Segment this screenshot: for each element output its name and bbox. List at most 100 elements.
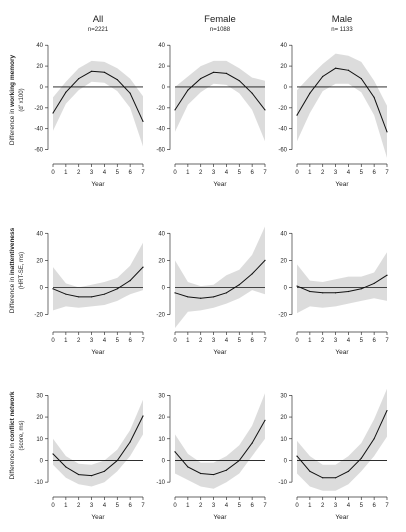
data-point [65, 466, 67, 468]
x-tick-label: 0 [173, 503, 177, 509]
x-tick-label: 2 [77, 170, 81, 176]
x-axis-label: Year [213, 349, 227, 356]
row-ylabel-0: Difference in working memory [9, 55, 16, 146]
column-title-2: Male [332, 14, 353, 25]
x-tick-label: 0 [295, 338, 299, 344]
data-point [334, 67, 337, 69]
data-point [334, 292, 337, 294]
estimate-line [52, 266, 144, 298]
data-point [78, 78, 80, 80]
data-point [309, 470, 311, 472]
data-point [386, 409, 388, 412]
x-tick-label: 7 [385, 338, 389, 344]
data-point [103, 293, 106, 295]
x-tick-label: 0 [173, 338, 177, 344]
x-tick-label: 4 [225, 170, 229, 176]
x-tick-label: 7 [263, 503, 267, 509]
data-point [309, 290, 311, 293]
x-tick-label: 6 [372, 503, 376, 509]
x-tick-label: 6 [250, 338, 254, 344]
y-tick-label: 40 [280, 43, 287, 49]
data-point [373, 282, 375, 284]
data-point [296, 285, 298, 287]
data-point [90, 296, 93, 298]
y-tick-label: 20 [36, 258, 43, 264]
estimate-line [52, 415, 144, 477]
x-tick-label: 3 [334, 503, 338, 509]
y-tick-label: -20 [278, 106, 287, 112]
estimate-line [174, 420, 266, 476]
x-tick-label: 1 [64, 503, 68, 509]
x-tick-label: 2 [199, 170, 203, 176]
data-point [142, 415, 144, 417]
x-tick-label: 5 [116, 170, 120, 176]
x-tick-label: 4 [103, 338, 107, 344]
x-tick-label: 4 [347, 503, 351, 509]
data-point [373, 438, 375, 440]
x-tick-label: 6 [372, 338, 376, 344]
y-tick-label: 20 [158, 64, 165, 70]
data-point [52, 453, 54, 455]
data-point [116, 79, 118, 81]
x-tick-label: 1 [186, 503, 190, 509]
data-point [52, 288, 54, 290]
data-point [386, 274, 388, 276]
data-point [116, 288, 118, 290]
y-tick-label: 20 [36, 415, 43, 421]
x-tick-label: 7 [263, 170, 267, 176]
x-axis-label: Year [335, 514, 349, 521]
data-point [360, 78, 362, 80]
data-point [129, 92, 131, 94]
x-tick-label: 3 [90, 503, 94, 509]
estimate-line [296, 67, 388, 132]
x-tick-label: 3 [90, 170, 94, 176]
y-tick-label: 0 [284, 285, 288, 291]
data-point [309, 92, 311, 94]
x-tick-label: 7 [385, 170, 389, 176]
x-tick-label: 3 [334, 170, 338, 176]
y-tick-label: -20 [156, 106, 165, 112]
confidence-band [297, 53, 387, 158]
data-point [334, 477, 337, 479]
data-point [212, 71, 215, 73]
data-point [386, 131, 388, 133]
row-ylabel-1: Difference in inattentiveness [9, 227, 16, 313]
x-tick-label: 7 [141, 503, 145, 509]
x-tick-label: 3 [334, 338, 338, 344]
x-tick-label: 4 [225, 338, 229, 344]
ylabel-prefix: Difference in [9, 275, 16, 313]
y-tick-label: 30 [36, 393, 43, 399]
x-tick-label: 6 [250, 503, 254, 509]
x-axis-label: Year [213, 514, 227, 521]
y-tick-label: 40 [158, 231, 165, 237]
data-point [322, 292, 324, 294]
y-tick-label: 0 [162, 458, 166, 464]
y-tick-label: -20 [278, 312, 287, 318]
data-point [225, 469, 228, 471]
x-tick-label: 3 [212, 338, 216, 344]
confidence-band [53, 399, 143, 487]
data-point [52, 112, 54, 114]
y-tick-label: 10 [158, 437, 165, 443]
x-tick-label: 2 [77, 503, 81, 509]
x-tick-label: 2 [199, 338, 203, 344]
x-tick-label: 3 [212, 170, 216, 176]
x-axis-label: Year [213, 181, 227, 188]
column-title-1: Female [204, 14, 236, 25]
data-point [238, 284, 240, 286]
column-title-0: All [93, 14, 104, 25]
x-tick-label: 0 [173, 170, 177, 176]
data-point [129, 280, 131, 282]
y-tick-label: 20 [158, 415, 165, 421]
data-point [142, 266, 144, 268]
x-axis-label: Year [91, 181, 105, 188]
x-tick-label: 7 [263, 338, 267, 344]
y-tick-label: -40 [34, 127, 43, 133]
data-point [116, 459, 118, 462]
x-tick-label: 1 [186, 170, 190, 176]
x-tick-label: 1 [308, 503, 312, 509]
y-tick-label: 0 [284, 458, 288, 464]
data-point [373, 96, 375, 98]
y-tick-label: -20 [156, 312, 165, 318]
